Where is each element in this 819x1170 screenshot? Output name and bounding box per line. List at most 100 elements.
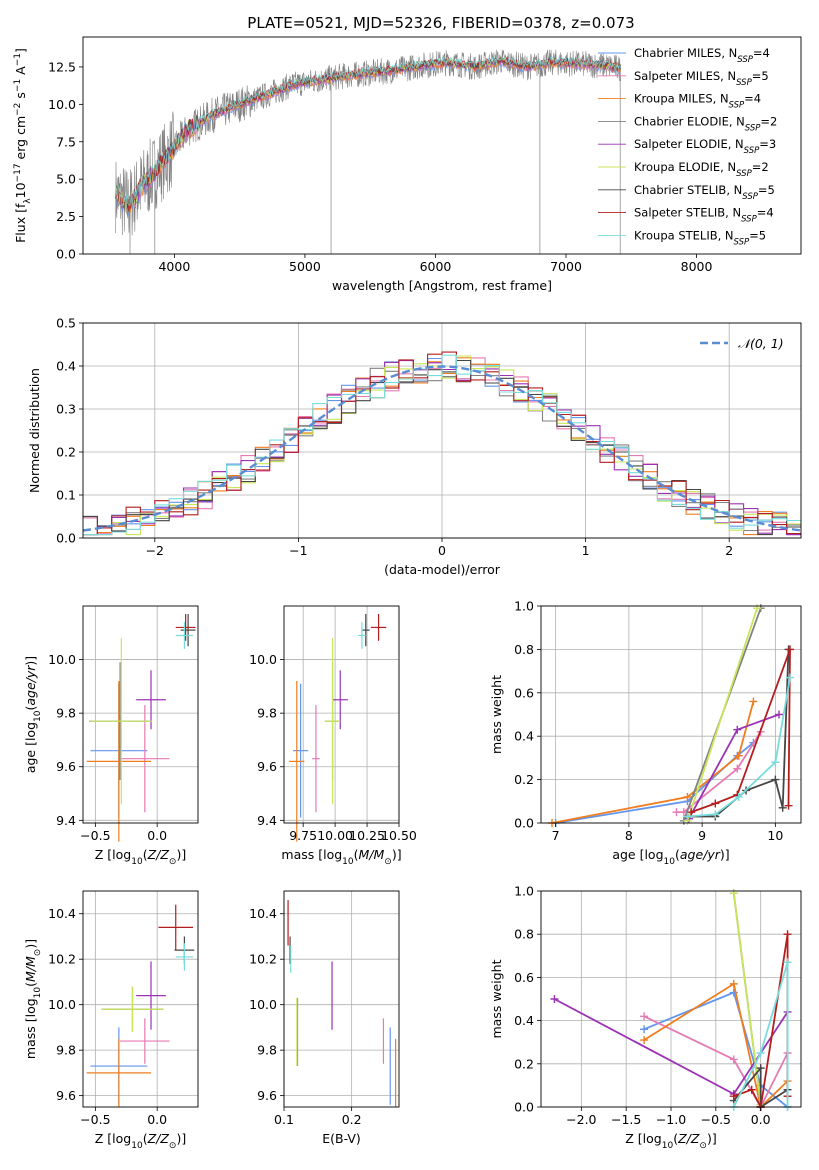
- y-axis-label-part: mass weight: [489, 675, 504, 754]
- y-axis-label-part: Normed distribution: [27, 368, 42, 493]
- y-tick-label: 9.6: [257, 1088, 277, 1103]
- mass-weight-marker: [550, 995, 559, 1003]
- x-tick-label: 0.0: [147, 1112, 167, 1127]
- y-tick-label: 9.8: [257, 1043, 277, 1058]
- mass-weight-series: [643, 982, 789, 1109]
- x-axis-label-part: 10: [662, 1141, 674, 1151]
- y-axis-label: mass [log10(M/M⊙)]: [23, 939, 43, 1059]
- x-axis-label: (data-model)/error: [384, 562, 501, 577]
- axis-frame: [82, 890, 199, 1108]
- y-tick-label: 0.6: [514, 970, 534, 985]
- mass-weight-marker: [786, 673, 795, 682]
- y-tick-label: 9.8: [56, 1043, 76, 1058]
- y-axis-label-part: (: [23, 982, 38, 987]
- x-tick-label: 1: [582, 543, 590, 558]
- x-tick-label: −1.0: [656, 1112, 686, 1127]
- x-tick-label: 0: [438, 543, 446, 558]
- axis-frame: [82, 36, 802, 255]
- x-axis-label: E(B-V): [322, 1131, 361, 1146]
- x-axis-label-part: Z/Z: [147, 1131, 170, 1146]
- mass-weight-marker: [683, 792, 692, 801]
- y-axis-label-part: 10: [33, 987, 43, 999]
- axis-frame: [82, 322, 802, 539]
- mass-weight-marker: [753, 604, 762, 613]
- legend-entry: Chabrier STELIB, NSSP=5: [634, 183, 775, 202]
- y-tick-label: 9.8: [56, 706, 76, 721]
- mass-weight-marker: [734, 792, 743, 801]
- y-axis-label-part: )]: [23, 656, 38, 666]
- x-axis-label-part: (: [673, 1131, 678, 1146]
- legend-model: Kroupa ELODIE, N: [634, 160, 736, 174]
- legend-sub: SSP: [744, 146, 760, 156]
- x-tick-label: 0.1: [274, 1112, 294, 1127]
- x-tick-label: 10.50: [381, 828, 417, 843]
- axes-residuals: −2 −1 0 1 2 0.0 0.1 0.2 0.3 0.4 0.5 𝒩(0, 1) (data-mo…: [27, 316, 802, 577]
- legend-model: Salpeter MILES, N: [634, 69, 736, 83]
- axes-spectrum: 4000 5000 6000 7000 8000 0.0 2.5 5.0 7.5 10.0 12.5…: [13, 36, 802, 293]
- axis-frame-mass-vs-EBV: 0.1 0.2 9.6 9.8 10.0 10.2 10.4 E(B-V): [249, 890, 400, 1146]
- legend-sub: SSP: [736, 78, 752, 88]
- y-tick-label: 10.0: [48, 97, 76, 112]
- legend-entry: Kroupa ELODIE, NSSP=2: [634, 160, 769, 179]
- x-tick-label: 2: [725, 543, 733, 558]
- y-axis-label-part: )]: [23, 939, 38, 949]
- x-tick-label: −1.5: [611, 1112, 641, 1127]
- mass-weight-series: [687, 649, 790, 818]
- mass-weight-marker: [778, 803, 787, 812]
- legend-model: Chabrier MILES, N: [634, 46, 737, 60]
- legend-sub: SSP: [729, 101, 745, 111]
- x-axis-label-part: age [log: [612, 847, 663, 862]
- x-axis-label-part: ⊙: [169, 1141, 177, 1151]
- x-axis-label: Z [log10(Z/Z⊙)]: [95, 1131, 186, 1151]
- y-tick-label: 12.5: [48, 59, 76, 74]
- y-tick-label: 7.5: [56, 134, 76, 149]
- x-axis-label-part: Z/Z: [677, 1131, 700, 1146]
- mass-weight-marker: [729, 889, 738, 898]
- x-tick-label: 4000: [158, 259, 190, 274]
- x-axis-label-part: age/yr: [680, 847, 721, 862]
- x-tick-label: 10.25: [349, 828, 385, 843]
- mass-weight-marker: [733, 725, 742, 734]
- mass-weight-marker: [683, 812, 692, 821]
- x-axis-label-part: (: [675, 847, 680, 862]
- mass-weight-series: [732, 962, 789, 1108]
- mass-weight-marker: [786, 645, 795, 654]
- y-tick-label: 2.5: [56, 209, 76, 224]
- y-tick-label: 0.2: [514, 772, 534, 787]
- mass-weight-marker: [640, 1012, 649, 1021]
- mass-weight-marker: [783, 930, 792, 939]
- legend-model: Salpeter ELODIE, N: [634, 137, 744, 151]
- mass-weight-marker: [784, 801, 793, 810]
- x-axis-label-part: Z [log: [95, 1131, 131, 1146]
- axis-frame-mass-vs-Z: −0.5 0.09.69.810.010.210.4Z [log10(Z/Z⊙)]…: [23, 890, 199, 1151]
- x-tick-label: 0.2: [342, 1112, 362, 1127]
- legend-entry: Salpeter STELIB, NSSP=4: [634, 206, 774, 225]
- residual-histogram: [83, 354, 801, 536]
- y-tick-label: 0.0: [56, 531, 76, 546]
- x-tick-label: −0.5: [701, 1112, 731, 1127]
- mass-weight-marker: [733, 764, 742, 773]
- x-axis-label-part: ⊙: [169, 857, 177, 867]
- y-axis-label-part: age [log: [23, 722, 38, 773]
- normal-reference-curve: [82, 365, 802, 532]
- y-axis-label-part: ]: [13, 48, 28, 53]
- x-tick-label: 0.0: [147, 828, 167, 843]
- axes-mass-weight-vs-Z: −2.0 −1.5 −1.0 −0.5 0.0 0.0 0.2 0.4 0.6 0.8 1.0 Z […: [489, 884, 802, 1151]
- axis-frame: [283, 605, 400, 824]
- y-tick-label: 10.0: [48, 997, 76, 1012]
- y-axis-label-part: A: [13, 66, 28, 79]
- legend-normal: 𝒩(0, 1): [738, 336, 784, 351]
- y-tick-label: 0.1: [56, 488, 76, 503]
- axis-frame: [540, 890, 802, 1108]
- x-tick-label: 10: [767, 828, 783, 843]
- plot-area-spectrum: [115, 49, 622, 254]
- x-axis-label-part: Z [log: [95, 847, 131, 862]
- y-tick-label: 0.0: [56, 247, 76, 262]
- axis-frame-mass-weight-vs-Z: −2.0 −1.5 −1.0 −0.5 0.0 0.0 0.2 0.4 0.6 0.8 1.0 Z […: [489, 884, 802, 1151]
- x-axis-label-part: )]: [392, 847, 402, 862]
- mass-weight-series: [733, 1065, 789, 1109]
- x-tick-label: 7000: [550, 259, 582, 274]
- y-axis-label: age [log10(age/yr)]: [23, 656, 43, 773]
- axis-frame: [540, 605, 802, 824]
